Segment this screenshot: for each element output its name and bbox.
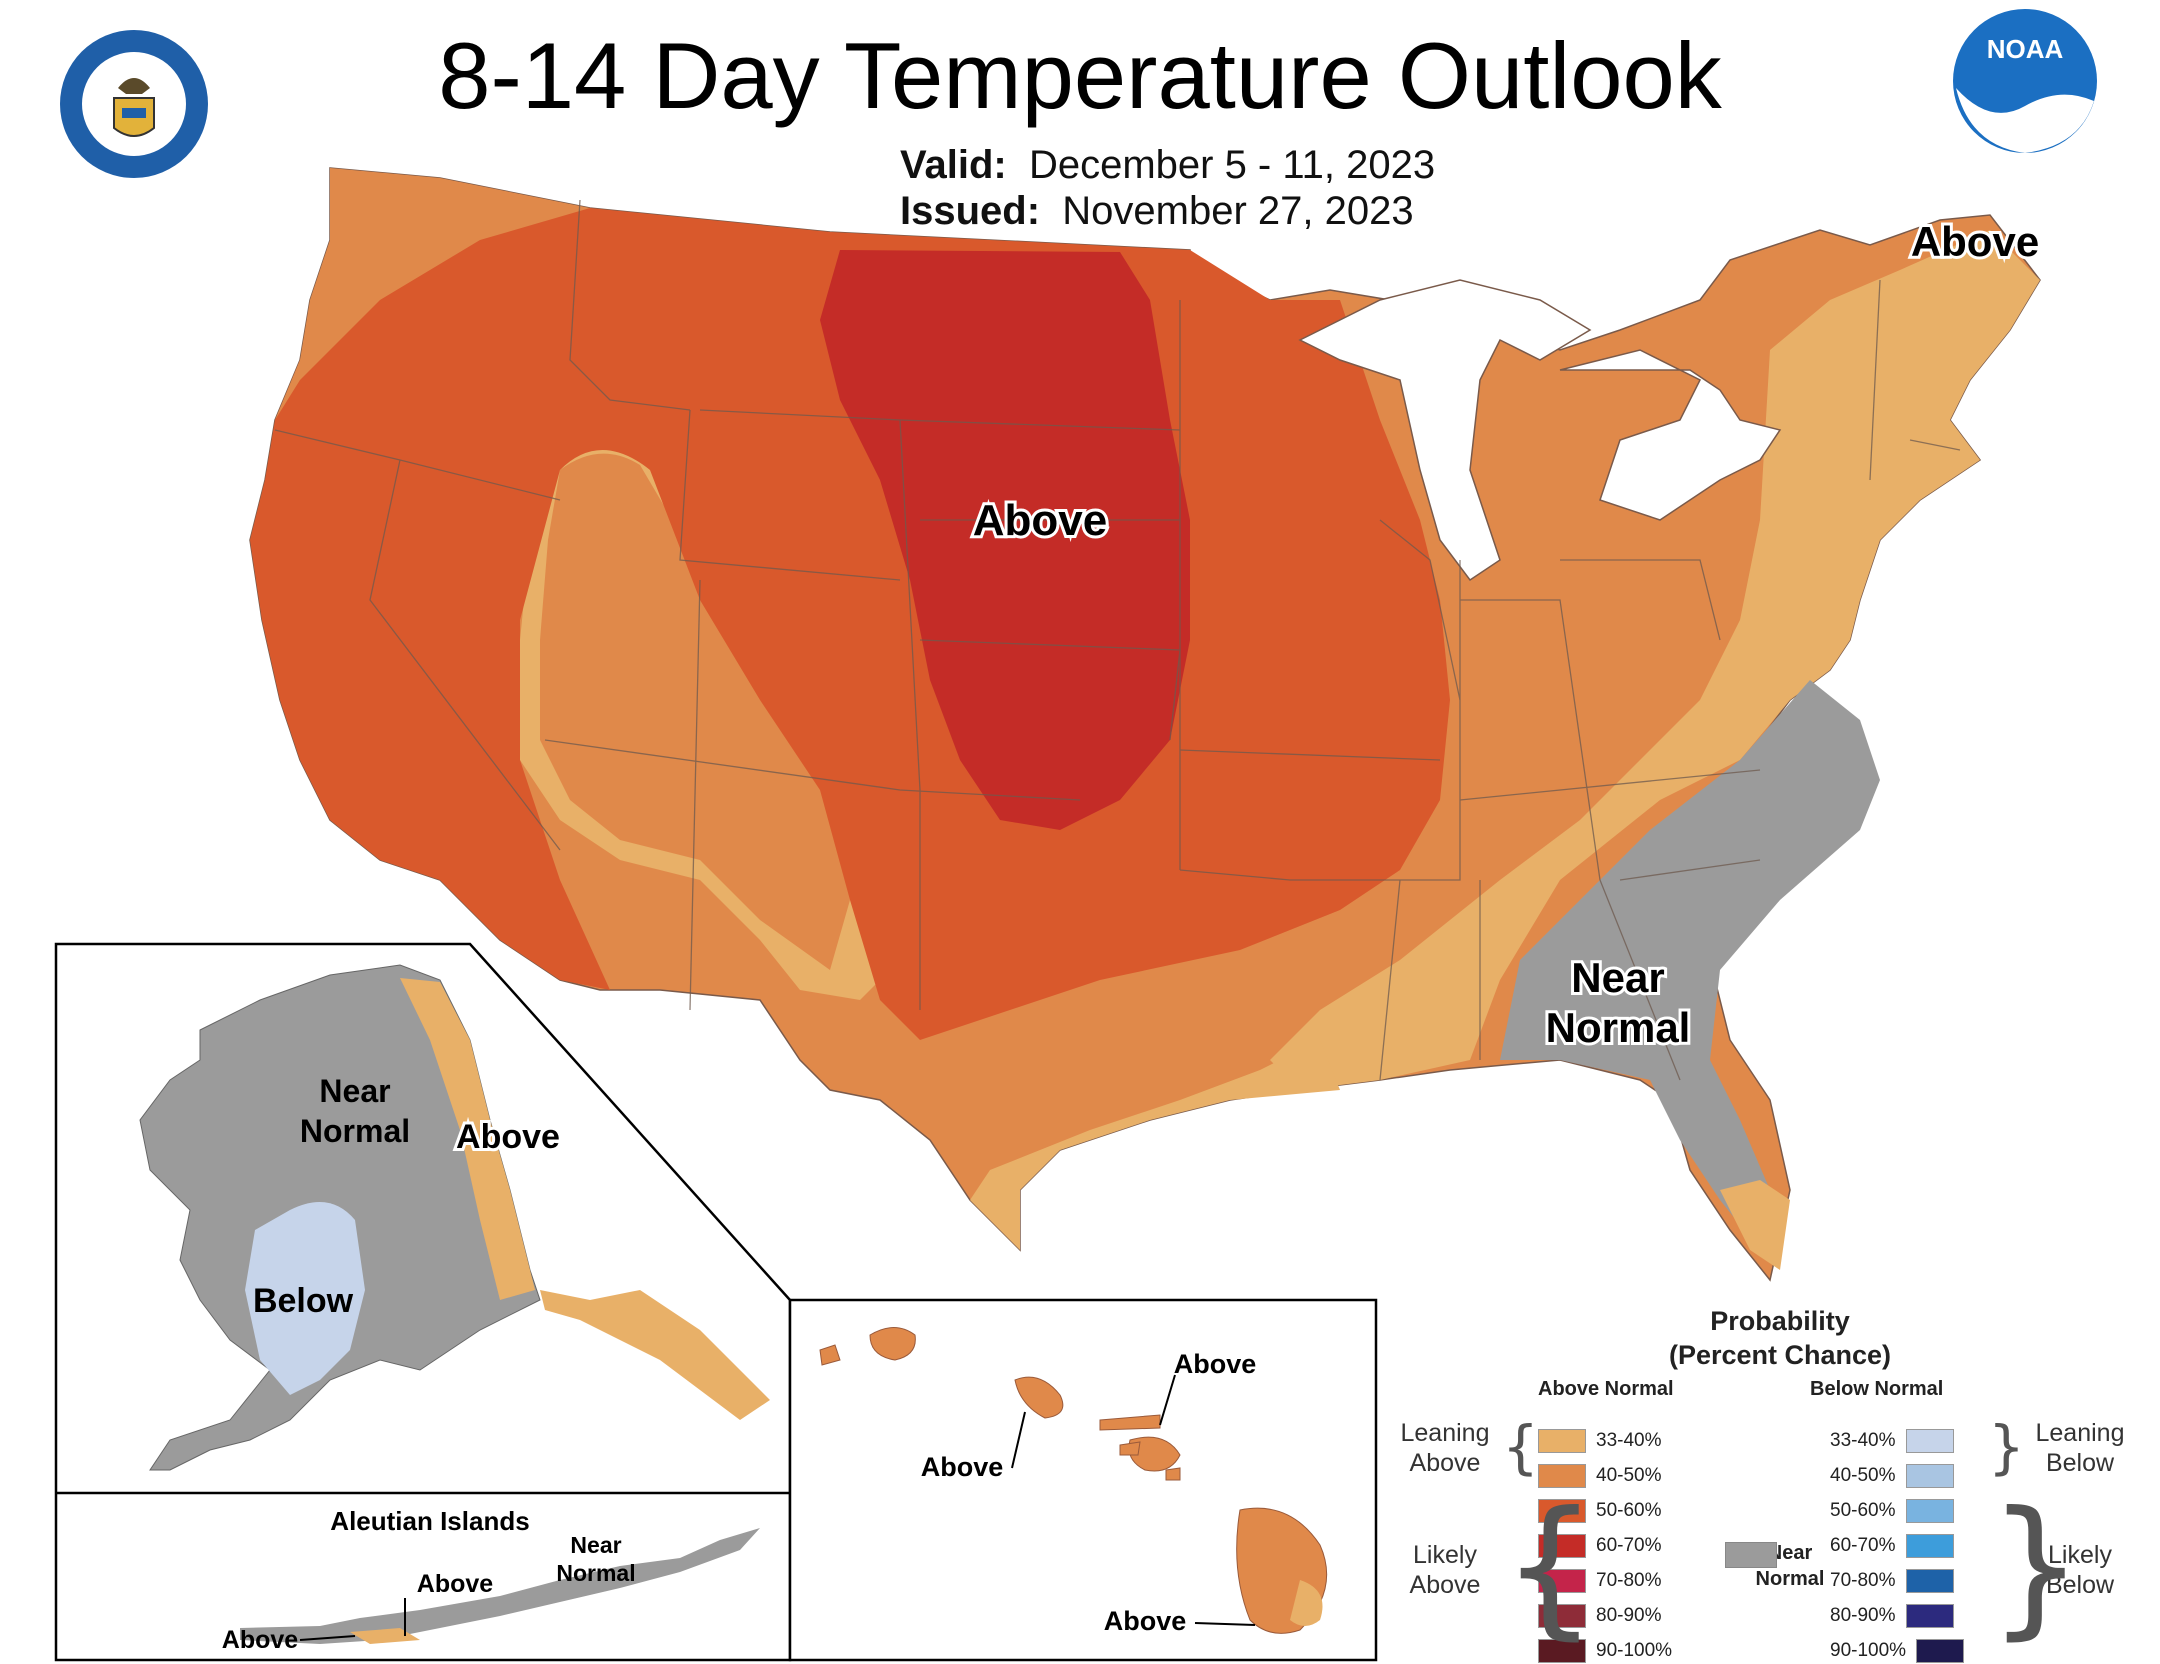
legend-below-bin: 40-50% (1830, 1463, 1954, 1489)
label-hawaii-above-3: Above (1104, 1606, 1187, 1636)
legend-swatch (1538, 1569, 1586, 1593)
valid-label: Valid: (900, 143, 1007, 187)
legend-bin-label: 80-90% (1830, 1605, 1896, 1626)
label-hawaii-above-1: Above (1174, 1349, 1257, 1379)
zone-near-normal-southeast (1500, 680, 1880, 1250)
legend-below-bin: 33-40% (1830, 1428, 1954, 1454)
valid-dates: December 5 - 11, 2023 (1028, 143, 1436, 187)
aleutian-chain (240, 1528, 760, 1644)
legend-bin-label: 33-40% (1830, 1430, 1896, 1451)
label-northeast-above: Above (1911, 218, 2039, 265)
legend-above-header: Above Normal (1538, 1378, 1674, 1400)
legend-below-header: Below Normal (1810, 1378, 1944, 1400)
legend-swatch (1905, 1604, 1954, 1628)
legend-bin-label: 60-70% (1596, 1535, 1662, 1556)
legend-bin-label: 33-40% (1596, 1430, 1662, 1451)
state-boundaries (274, 199, 1961, 1081)
alaska-zone-below (245, 1202, 365, 1395)
legend-bin-label: 90-100% (1830, 1640, 1907, 1661)
alaska-zone-above-panhandle (540, 1290, 770, 1420)
legend-swatch (1905, 1534, 1954, 1558)
issued-date: November 27, 2023 (1062, 189, 1414, 233)
label-alaska-above: Above (456, 1118, 560, 1156)
zone-leaning-above-florida-tip (1720, 1180, 1790, 1270)
zone-likely-above-60-70 (820, 250, 1190, 830)
label-aleutian-above-2: Above (222, 1626, 299, 1654)
label-alaska-below: Below (253, 1282, 354, 1320)
legend-below-bin: 50-60% (1830, 1498, 1954, 1524)
legend-likely-above: Likely Above (1409, 1541, 1481, 1599)
label-southeast-normal: Normal (1546, 1004, 1691, 1051)
legend-swatch (1538, 1499, 1586, 1523)
label-southeast-near: Near (1571, 954, 1664, 1001)
legend-above-bin: 40-50% (1538, 1463, 1662, 1489)
map-title: 8-14 Day Temperature Outlook (438, 23, 1722, 128)
legend-bin-label: 80-90% (1596, 1605, 1662, 1626)
brace-leaning-below: } (1988, 1413, 2025, 1481)
aleutian-above-islands (350, 1628, 420, 1644)
great-lakes (1298, 279, 1782, 582)
legend-bin-label: 70-80% (1596, 1570, 1662, 1591)
legend-swatch (1905, 1429, 1954, 1453)
zone-leaning-above-east (1270, 230, 2040, 1090)
issued-label: Issued: (900, 189, 1041, 233)
legend-near-normal-label: Near Normal (1755, 1542, 1825, 1590)
zone-leaning-above-northwest (275, 168, 590, 420)
label-aleutian-normal: Normal (556, 1560, 635, 1586)
zone-above-west-inner (540, 453, 850, 970)
legend-bin-label: 70-80% (1830, 1570, 1896, 1591)
legend-swatch (1538, 1604, 1586, 1628)
label-aleutian-title: Aleutian Islands (330, 1506, 529, 1536)
label-aleutian-above-1: Above (417, 1570, 494, 1598)
legend-above-bin: 70-80% (1538, 1568, 1662, 1594)
hawaii-big-island-leaning (1290, 1580, 1323, 1626)
legend-swatch (1905, 1569, 1954, 1593)
noaa-wordmark: NOAA (1987, 34, 2064, 64)
legend-swatch (1905, 1464, 1954, 1488)
label-hawaii-above-2: Above (921, 1452, 1004, 1482)
brace-likely-below: } (1988, 1480, 2084, 1654)
legend-above-bin: 90-100% (1538, 1638, 1672, 1664)
label-alaska-near: Near (319, 1073, 390, 1109)
legend-below-bin: 80-90% (1830, 1603, 1954, 1629)
legend-leaning-below: Leaning Below (2035, 1419, 2125, 1477)
seal-commerce-icon (60, 30, 208, 178)
label-aleutian-near: Near (570, 1532, 621, 1558)
legend-leaning-above: Leaning Above (1400, 1419, 1490, 1477)
brace-likely-above: { (1502, 1480, 1598, 1654)
legend-above-bin: 80-90% (1538, 1603, 1662, 1629)
noaa-logo-icon: NOAA (1953, 9, 2097, 153)
legend-below-bin: 90-100% (1830, 1638, 1965, 1664)
legend-swatch (1538, 1464, 1586, 1488)
legend-above-bin: 50-60% (1538, 1498, 1662, 1524)
legend-bin-label: 40-50% (1830, 1465, 1896, 1486)
zone-leaning-above-gulf (970, 1040, 1340, 1250)
label-alaska-normal: Normal (300, 1113, 410, 1149)
legend-swatch (1905, 1499, 1954, 1523)
legend-bin-label: 50-60% (1596, 1500, 1662, 1521)
legend-below-bin: 70-80% (1830, 1568, 1954, 1594)
brace-leaning-above: { (1502, 1413, 1539, 1481)
label-conus-above: Above (973, 496, 1107, 545)
probability-legend: Probability (Percent Chance) Above Norma… (1390, 1300, 2150, 1664)
legend-title: Probability (Percent Chance) (1668, 1306, 1892, 1370)
legend-below-bin: 60-70% (1830, 1533, 1954, 1559)
legend-swatch (1538, 1534, 1586, 1558)
legend-swatch (1916, 1639, 1965, 1663)
legend-likely-below: Likely Below (2045, 1541, 2115, 1599)
legend-bin-label: 40-50% (1596, 1465, 1662, 1486)
legend-swatch (1538, 1639, 1586, 1663)
alaska-zone-above-east (400, 978, 535, 1300)
legend-bin-label: 90-100% (1596, 1640, 1673, 1661)
legend-near-normal-swatch (1725, 1542, 1777, 1568)
legend-bin-label: 50-60% (1830, 1500, 1896, 1521)
legend-swatch (1538, 1429, 1586, 1453)
legend-above-bin: 33-40% (1538, 1428, 1662, 1454)
legend-above-bin: 60-70% (1538, 1533, 1662, 1559)
validity-info: Valid: December 5 - 11, 2023 Issued: Nov… (900, 142, 1435, 234)
legend-bin-label: 60-70% (1830, 1535, 1896, 1556)
